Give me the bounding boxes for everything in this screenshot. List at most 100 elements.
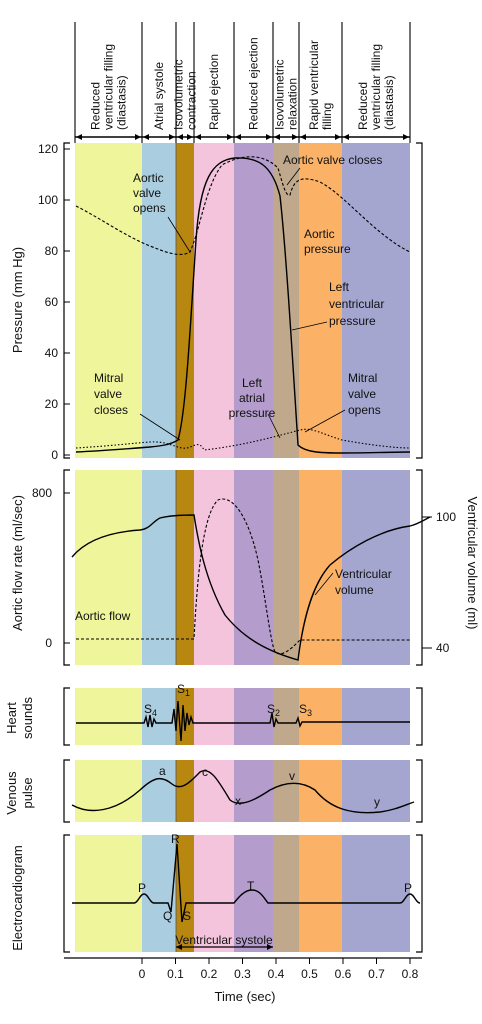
ecg-s-label: S — [183, 909, 191, 923]
flow-axis-label: Aortic flow rate (ml/sec) — [10, 495, 25, 631]
phase-band — [234, 688, 273, 745]
la-pressure-label: atrial — [239, 391, 265, 405]
ecg-q-label: Q — [163, 909, 172, 923]
venous-axis-label: pulse — [20, 777, 35, 808]
aortic-pressure-label: Aortic — [304, 227, 335, 241]
phase-band — [234, 470, 273, 665]
heart-sound-s4-label: S4 — [144, 702, 157, 718]
ventricular-volume-label: Ventricular — [335, 567, 392, 581]
phase-label-line: Rapid ventricular — [307, 40, 321, 130]
phase-label: Reduced ejection — [247, 37, 261, 130]
lv-pressure-label: ventricular — [329, 297, 384, 311]
leader-line — [167, 216, 191, 253]
mitral-valve-closes-label: Mitral — [94, 371, 123, 385]
ecg-p2-label: P — [404, 881, 412, 895]
la-pressure-label: Left — [242, 376, 263, 390]
x-tick-label: 0.8 — [402, 967, 419, 981]
la-pressure-label: pressure — [229, 406, 276, 420]
phase-band — [273, 470, 299, 665]
phase-arrowhead — [76, 134, 82, 140]
phase-label: Reduced ventricular filling (diastasis) — [89, 44, 129, 130]
ventricular-systole-label: Ventricular systole — [175, 933, 273, 947]
phase-band — [342, 143, 410, 458]
phase-label: Isovolumetric relaxation — [273, 59, 300, 130]
leader-line — [314, 572, 334, 596]
phase-label-line: relaxation — [286, 78, 300, 130]
x-tick-label: 0.6 — [335, 967, 352, 981]
venous-y-label: y — [374, 795, 380, 809]
flow-panel-bands — [75, 470, 410, 665]
venous-c-label: c — [202, 765, 208, 779]
phase-label-line: Isovolumetric — [273, 59, 287, 130]
phase-label-line: Reduced ejection — [247, 37, 261, 130]
leader-line — [139, 413, 181, 441]
phase-band — [299, 835, 342, 952]
phase-arrowhead — [227, 134, 233, 140]
phase-arrowhead — [266, 134, 272, 140]
phase-label: Atrial systole — [152, 62, 166, 130]
phase-band — [234, 835, 273, 952]
phase-arrowhead — [135, 134, 141, 140]
ecg-panel-bands — [75, 835, 410, 952]
ecg-trace — [72, 843, 421, 923]
aortic-valve-opens-label: Aortic — [133, 171, 164, 185]
phase-band — [194, 688, 234, 745]
phase-band — [142, 688, 176, 745]
phase-label-line: (diastasis) — [115, 75, 129, 130]
pressure-tick-label: 60 — [45, 295, 59, 309]
aortic-valve-opens-label: valve — [133, 186, 161, 200]
flow-tick-label: 0 — [45, 636, 52, 650]
venous-x-label: x — [235, 794, 241, 808]
phase-arrowhead — [274, 134, 280, 140]
x-tick-label: 0.2 — [201, 967, 218, 981]
phase-label-line: Reduced — [89, 82, 103, 130]
phase-band — [75, 688, 142, 745]
volume-axis-label: Ventricular volume (ml) — [465, 497, 480, 630]
venous-v-label: v — [289, 769, 295, 783]
phase-band — [299, 688, 342, 745]
flow-tick-label: 800 — [32, 486, 52, 500]
lv-pressure-label: pressure — [329, 314, 376, 328]
venous-a-label: a — [159, 764, 166, 778]
mitral-valve-opens-label: valve — [348, 387, 376, 401]
phase-band — [75, 470, 142, 665]
aortic-flow-curve — [76, 498, 410, 655]
phase-band — [194, 835, 234, 952]
ecg-t-label: T — [247, 879, 255, 893]
heart-sounds-panel-bands — [75, 688, 410, 745]
lv-pressure-label: Left — [329, 280, 350, 294]
phase-band — [75, 835, 142, 952]
leader-line — [291, 321, 328, 331]
mitral-valve-opens-label: Mitral — [348, 371, 377, 385]
pressure-panel-frame — [63, 142, 423, 459]
phase-label-line: filling — [320, 103, 334, 130]
x-tick-label: 0.3 — [234, 967, 251, 981]
phase-arrowhead — [403, 134, 409, 140]
heart-sound-s1-label: S1 — [177, 682, 190, 698]
ventricular-volume-curve — [71, 514, 431, 661]
mitral-valve-opens-label: opens — [348, 403, 381, 417]
phase-band — [142, 470, 176, 665]
mitral-valve-closes-label: valve — [94, 387, 122, 401]
x-tick-label: 0.7 — [368, 967, 385, 981]
phase-band — [273, 835, 299, 952]
phase-band — [142, 835, 176, 952]
heart-sounds-panel-frame — [63, 687, 423, 746]
ecg-p-label: P — [138, 881, 146, 895]
phase-band — [194, 143, 234, 458]
phase-band — [273, 688, 299, 745]
phase-band — [176, 835, 194, 952]
x-tick-label: 0.4 — [268, 967, 285, 981]
phase-band — [234, 760, 273, 822]
pressure-tick-label: 100 — [38, 193, 58, 207]
phase-band — [176, 143, 194, 458]
x-tick-label: 0 — [139, 967, 146, 981]
venous-pulse-trace — [71, 769, 415, 814]
phase-arrowhead — [300, 134, 306, 140]
phase-label: Rapid ventricular filling — [307, 40, 334, 130]
pressure-tick-label: 20 — [45, 397, 59, 411]
phase-arrowhead — [335, 134, 341, 140]
volume-tick-label: 40 — [436, 641, 450, 655]
mitral-valve-closes-label: closes — [94, 403, 128, 417]
